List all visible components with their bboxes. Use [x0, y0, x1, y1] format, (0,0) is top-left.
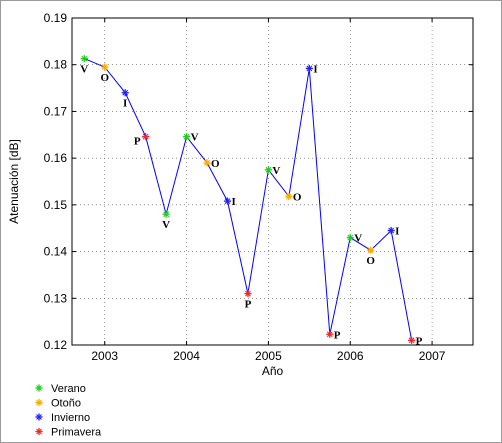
season-point-label: I: [231, 196, 235, 208]
data-point-marker: [203, 159, 211, 167]
season-point-label: P: [416, 335, 423, 347]
season-point-label: V: [354, 233, 362, 245]
plot-area: [71, 17, 474, 346]
data-point-marker: [223, 197, 232, 205]
season-point-label: I: [313, 63, 317, 75]
season-point-label: I: [123, 98, 127, 110]
legend-marker: [35, 427, 43, 436]
data-point-marker: [162, 210, 170, 218]
y-tick-label: 0.18: [44, 58, 68, 72]
season-point-label: O: [366, 255, 375, 267]
data-point-marker: [408, 336, 416, 344]
grid: [72, 17, 473, 346]
season-point-label: V: [272, 165, 280, 177]
data-markers: [80, 55, 416, 344]
x-tick-label: 2003: [91, 349, 118, 363]
data-point-marker: [346, 233, 354, 242]
y-tick-label: 0.16: [44, 151, 68, 165]
season-point-label: O: [293, 191, 302, 203]
y-tick-label: 0.15: [44, 198, 68, 212]
data-point-marker: [387, 226, 395, 235]
x-tick-label: 2004: [173, 349, 200, 363]
axis-ticks: 2003 2004 2005 2006 2007 0.12 0.13 0.14 0.15 0.16…: [44, 11, 473, 363]
season-point-label: V: [80, 64, 88, 76]
legend-marker: [35, 384, 43, 392]
x-tick-label: 2006: [337, 349, 364, 363]
legend: Verano Otoño Invierno Primavera: [35, 383, 102, 439]
legend-label: Otoño: [51, 398, 81, 410]
legend-marker: [35, 413, 43, 421]
season-point-label: V: [191, 132, 199, 144]
season-point-label: P: [134, 136, 141, 148]
legend-label: Verano: [51, 383, 86, 395]
y-tick-label: 0.17: [44, 104, 68, 118]
data-point-marker: [264, 166, 273, 174]
legend-marker: [35, 398, 43, 407]
data-point-marker: [305, 64, 313, 73]
data-point-marker: [121, 89, 129, 97]
data-point-marker: [80, 55, 88, 63]
data-point-marker: [326, 330, 334, 338]
data-point-marker: [101, 63, 109, 71]
data-point-marker: [182, 133, 191, 141]
y-tick-label: 0.12: [44, 338, 68, 352]
data-point-marker: [285, 192, 293, 201]
y-tick-label: 0.19: [44, 11, 68, 25]
x-tick-label: 2005: [255, 349, 282, 363]
y-axis-label: Atenuación [dB]: [7, 139, 21, 224]
data-point-marker: [367, 246, 375, 254]
season-point-label: P: [245, 299, 252, 311]
legend-label: Primavera: [51, 427, 102, 439]
y-tick-label: 0.14: [44, 245, 68, 259]
data-point-marker: [142, 133, 150, 141]
season-point-label: V: [162, 219, 170, 231]
season-point-label: O: [100, 72, 109, 84]
y-tick-label: 0.13: [44, 291, 68, 305]
season-point-label: P: [334, 329, 341, 341]
x-axis-label: Año: [262, 364, 284, 378]
x-tick-label: 2007: [419, 349, 446, 363]
legend-label: Invierno: [51, 412, 90, 424]
data-point-marker: [244, 290, 252, 298]
season-point-label: O: [211, 158, 220, 170]
season-point-label: I: [395, 226, 399, 238]
